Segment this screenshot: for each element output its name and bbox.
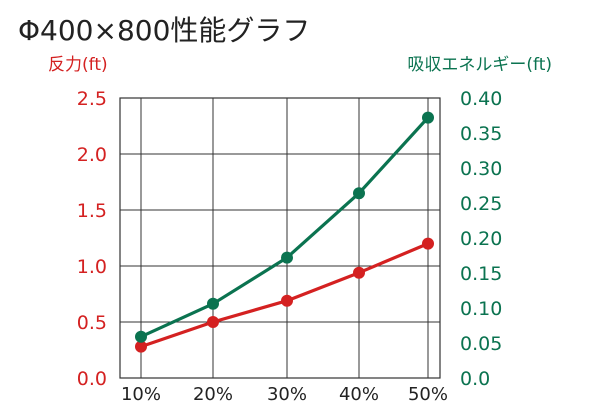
right-tick-label: 0.20 bbox=[460, 228, 502, 250]
left-tick-label: 1.0 bbox=[77, 256, 107, 278]
data-point-left bbox=[135, 340, 147, 353]
right-tick-label: 0.40 bbox=[460, 88, 502, 110]
right-tick-label: 0.30 bbox=[460, 158, 502, 180]
data-point-right bbox=[281, 251, 293, 264]
left-tick-label: 2.5 bbox=[77, 88, 107, 110]
right-axis-ticks: 0.0 0.05 0.10 0.15 0.20 0.25 0.30 0.35 0.40 bbox=[460, 88, 502, 390]
x-tick-label: 30% bbox=[267, 384, 307, 405]
right-tick-label: 0.10 bbox=[460, 298, 502, 320]
left-tick-label: 2.0 bbox=[77, 144, 107, 166]
left-tick-label: 1.5 bbox=[77, 200, 107, 222]
x-axis-ticks: 10% 20% 30% 40% 50% bbox=[121, 384, 448, 405]
left-tick-label: 0.5 bbox=[77, 312, 107, 334]
left-axis-title: 反力(ft) bbox=[48, 55, 108, 75]
right-tick-label: 0.15 bbox=[460, 263, 502, 285]
chart-title: Φ400×800性能グラフ bbox=[18, 14, 310, 47]
left-tick-label: 0.0 bbox=[77, 368, 107, 390]
right-tick-label: 0.0 bbox=[460, 368, 490, 390]
right-tick-label: 0.05 bbox=[460, 333, 502, 355]
series bbox=[135, 111, 434, 353]
plot-frame bbox=[119, 97, 441, 379]
right-tick-label: 0.35 bbox=[460, 123, 502, 145]
right-axis-title: 吸収エネルギー(ft) bbox=[407, 55, 552, 75]
x-tick-label: 10% bbox=[121, 384, 161, 405]
data-point-left bbox=[422, 237, 434, 250]
left-axis-ticks: 0.0 0.5 1.0 1.5 2.0 2.5 bbox=[77, 88, 107, 390]
x-tick-label: 40% bbox=[339, 384, 379, 405]
data-point-left bbox=[353, 266, 365, 279]
data-point-right bbox=[207, 297, 219, 310]
x-tick-label: 20% bbox=[193, 384, 233, 405]
data-point-right bbox=[422, 111, 434, 124]
data-point-right bbox=[135, 330, 147, 343]
data-point-left bbox=[281, 294, 293, 307]
right-tick-label: 0.25 bbox=[460, 193, 502, 215]
x-tick-label: 50% bbox=[408, 384, 448, 405]
data-point-left bbox=[207, 316, 219, 328]
data-point-right bbox=[353, 187, 365, 200]
